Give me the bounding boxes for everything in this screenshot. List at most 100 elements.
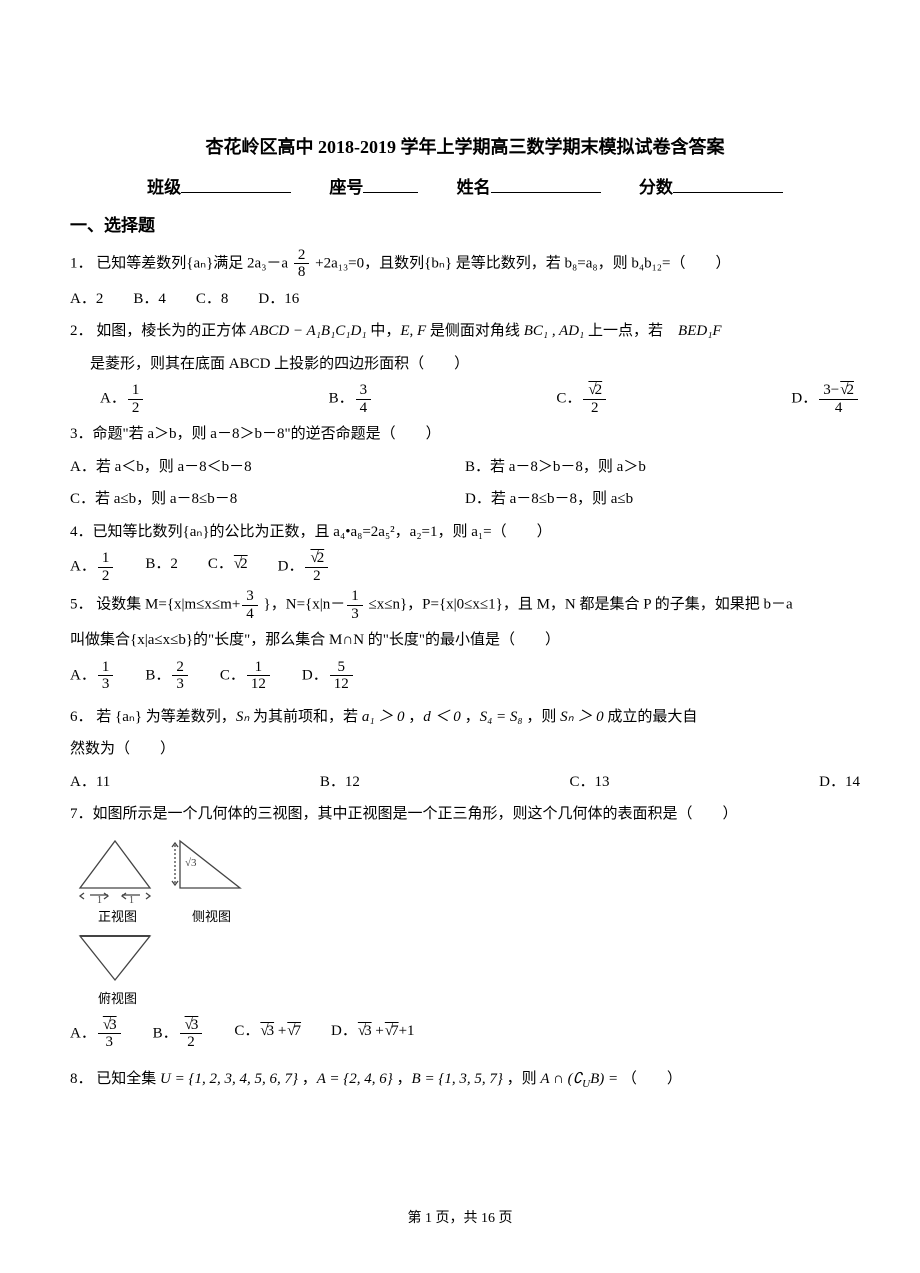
section-1-heading: 一、选择题 (70, 210, 860, 242)
q2-diag: BC₁ , AD₁ (524, 323, 585, 339)
q5-C: C．112 (220, 659, 272, 693)
q5-D: D．512 (302, 659, 355, 693)
question-5: 5． 设数集 M={x|m≤x≤m+34 }，N={x|n－13 ≤x≤n}，P… (70, 588, 860, 622)
blank-score[interactable] (673, 176, 783, 193)
q7-D: D．3 +7+1 (331, 1017, 415, 1051)
q2-D: D．3−24 (791, 382, 860, 416)
q3-C: C．若 a≤b，则 a－8≤b－8 (70, 485, 465, 514)
q7-C: C．3 +7 (234, 1017, 301, 1051)
q8-c: ， (397, 1071, 412, 1087)
footer-b: 1 页，共 16 (425, 1211, 495, 1226)
q2-B: B．34 (329, 382, 374, 416)
header-blanks: 班级 座号 姓名 分数 (70, 172, 860, 204)
q1-options: A．2 B．4 C．8 D．16 (70, 285, 860, 314)
q5-B: B．23 (145, 659, 190, 693)
question-6: 6． 若 {aₙ} 为等差数列，Sₙ 为其前项和，若 a₁ ＞ 0 ，d ＜ 0… (70, 703, 860, 732)
q3-row1: A．若 a＜b，则 a－8＜b－8 B．若 a－8＞b－8，则 a＞b (70, 453, 860, 482)
q4-options: A．12 B．2 C．2 D．22 (70, 550, 860, 584)
q6-s48: S₄ = S₈ (480, 709, 523, 725)
q6-l1f: 成立的最大自 (607, 709, 697, 725)
q6-num: 6． (70, 709, 93, 725)
q8-Bset: B = {1, 3, 5, 7} (412, 1071, 503, 1087)
q2-ef: E, F (400, 323, 426, 339)
label-seat: 座号 (329, 178, 363, 197)
q6-l1a: 若 {aₙ} 为等差数列， (96, 709, 236, 725)
q2-C: C．22 (556, 382, 608, 416)
question-1: 1． 已知等差数列{aₙ}满足 2a₃－a 28 +2a₁₃=0，且数列{bₙ}… (70, 247, 860, 281)
q7-A: A．33 (70, 1017, 123, 1051)
q5-num: 5． (70, 597, 93, 613)
q5-l1a: 设数集 M={x|m≤x≤m+ (96, 597, 240, 613)
q6-D: D．14 (819, 768, 860, 797)
q8-a: 已知全集 (96, 1071, 160, 1087)
q3-num: 3． (70, 426, 93, 442)
q2-options: A．12 B．34 C．22 D．3−24 (70, 382, 860, 416)
q8-expr: A ∩ (∁UB) = (540, 1071, 622, 1087)
cap-front: 正视图 (98, 909, 137, 924)
q2-A: A．12 (70, 382, 145, 416)
q4-stem: 已知等比数列{aₙ}的公比为正数，且 a₄•a₈=2a₅²，a₂=1，则 a₁=… (93, 524, 552, 540)
q8-e: （ ） (622, 1071, 682, 1087)
q6-l1b: 为其前项和，若 (253, 709, 362, 725)
q1-D: D．16 (258, 285, 299, 314)
q1-C: C．8 (196, 285, 229, 314)
label-class: 班级 (147, 178, 181, 197)
q4-num: 4． (70, 524, 93, 540)
q6-a1: a₁ ＞ 0 (362, 709, 405, 725)
q1-stem-a: 已知等差数列{aₙ}满足 2a₃－a (96, 255, 288, 271)
q6-l1e: ，则 (526, 709, 560, 725)
blank-name[interactable] (491, 176, 601, 193)
svg-text:1: 1 (129, 895, 134, 906)
q2-num: 2． (70, 323, 93, 339)
blank-seat[interactable] (363, 176, 418, 193)
q6-l1d: ， (465, 709, 480, 725)
label-name: 姓名 (457, 178, 491, 197)
q4-D: D．22 (278, 550, 331, 584)
q6-A: A．11 (70, 768, 110, 797)
q8-b: ， (302, 1071, 317, 1087)
q5-options: A．13 B．23 C．112 D．512 (70, 659, 860, 693)
q4-C: C．2 (208, 550, 248, 584)
q6-options: A．11 B．12 C．13 D．14 (70, 768, 860, 797)
svg-text:1: 1 (97, 895, 102, 906)
q1-stem-b: +2a₁₃=0，且数列{bₙ} 是等比数列，若 b₈=a₈，则 b₄b₁₂=（ … (315, 255, 730, 271)
q5-l1b: }，N={x|n－ (264, 597, 346, 613)
q2-rhom: BED₁F (678, 323, 722, 339)
q2-line2: 是菱形，则其在底面 ABCD 上投影的四边形面积（ ） (70, 350, 860, 379)
q2-l1c: 是侧面对角线 (430, 323, 524, 339)
q7-num: 7． (70, 806, 93, 822)
q6-B: B．12 (320, 768, 360, 797)
q2-l1a: 如图，棱长为的正方体 (96, 323, 250, 339)
q3-stem: 命题"若 a＞b，则 a－8＞b－8"的逆否命题是（ ） (93, 426, 441, 442)
footer-a: 第 (408, 1211, 422, 1226)
q2-l1b: 中， (370, 323, 400, 339)
q8-Aset: A = {2, 4, 6} (317, 1071, 393, 1087)
q3-D: D．若 a－8≤b－8，则 a≤b (465, 485, 860, 514)
q7-stem: 如图所示是一个几何体的三视图，其中正视图是一个正三角形，则这个几何体的表面积是（… (93, 806, 738, 822)
q6-l1c: ， (408, 709, 423, 725)
q3-A: A．若 a＜b，则 a－8＜b－8 (70, 453, 465, 482)
q7-three-view-diagram: 1 1 √3 正视图 侧视图 俯视图 (70, 833, 860, 1013)
q6-sn0: Sₙ ＞ 0 (560, 709, 603, 725)
q8-d: ，则 (507, 1071, 541, 1087)
question-7: 7．如图所示是一个几何体的三视图，其中正视图是一个正三角形，则这个几何体的表面积… (70, 800, 860, 829)
q7-options: A．33 B．32 C．3 +7 D．3 +7+1 (70, 1017, 860, 1051)
q4-A: A．12 (70, 550, 115, 584)
question-8: 8． 已知全集 U = {1, 2, 3, 4, 5, 6, 7} ，A = {… (70, 1065, 860, 1095)
q6-line2: 然数为（ ） (70, 735, 860, 764)
question-4: 4．已知等比数列{aₙ}的公比为正数，且 a₄•a₈=2a₅²，a₂=1，则 a… (70, 518, 860, 547)
q7-B: B．32 (153, 1017, 205, 1051)
blank-class[interactable] (181, 176, 291, 193)
q8-num: 8． (70, 1071, 93, 1087)
q1-frac: 28 (294, 247, 310, 281)
cap-top: 俯视图 (98, 991, 137, 1006)
cap-side: 侧视图 (192, 909, 231, 924)
q4-B: B．2 (145, 550, 178, 584)
question-3: 3．命题"若 a＞b，则 a－8＞b－8"的逆否命题是（ ） (70, 420, 860, 449)
q1-A: A．2 (70, 285, 103, 314)
footer-c: 页 (499, 1211, 513, 1226)
label-score: 分数 (639, 178, 673, 197)
page-footer: 第 1 页，共 16 页 (0, 1206, 920, 1233)
q6-d: d ＜ 0 (423, 709, 461, 725)
q5-l1c: ≤x≤n}，P={x|0≤x≤1}，且 M，N 都是集合 P 的子集，如果把 b… (368, 597, 792, 613)
